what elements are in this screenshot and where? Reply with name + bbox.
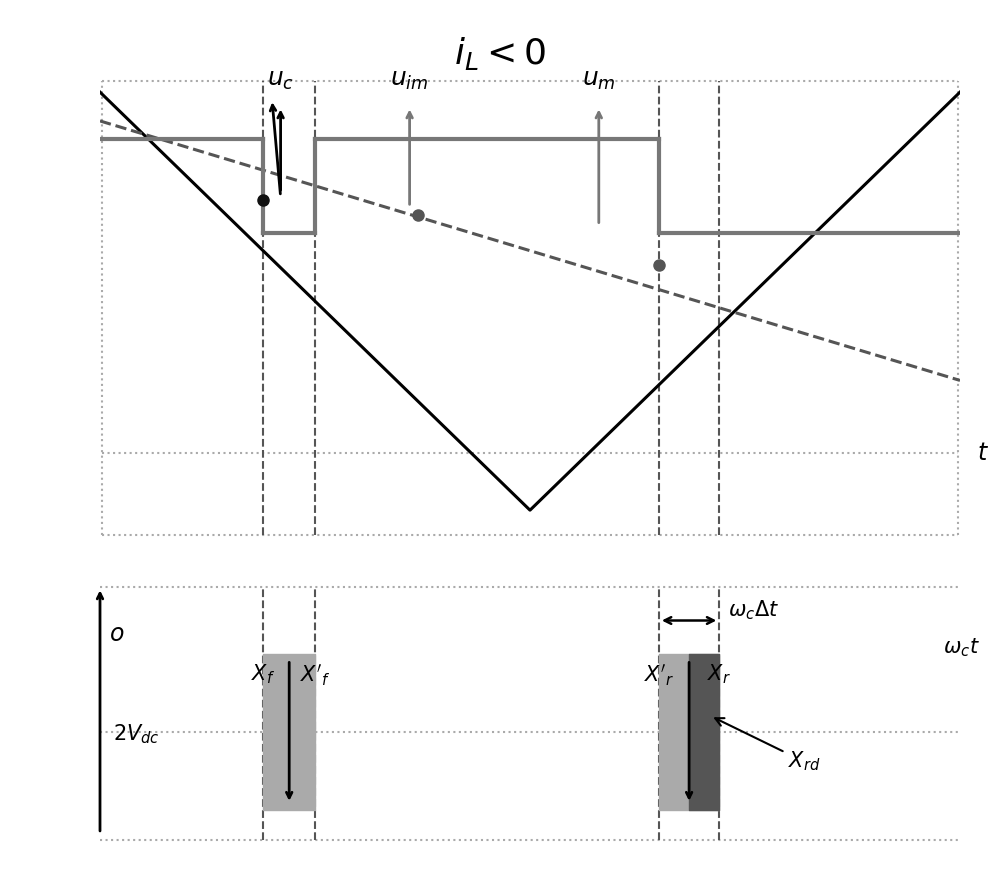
Text: $\omega_c \Delta t$: $\omega_c \Delta t$ (728, 598, 779, 622)
Text: $2V_{dc}$: $2V_{dc}$ (113, 722, 160, 746)
Text: $t$: $t$ (977, 440, 989, 464)
Text: $\boldsymbol{u_c}$: $\boldsymbol{u_c}$ (267, 68, 294, 93)
Text: $X_{rd}$: $X_{rd}$ (715, 718, 821, 774)
Text: $X'_f$: $X'_f$ (300, 663, 330, 688)
Text: $X'_r$: $X'_r$ (644, 663, 674, 688)
Text: $X_r$: $X_r$ (707, 663, 731, 686)
Text: $X_f$: $X_f$ (251, 663, 275, 686)
Text: $\omega_c t$: $\omega_c t$ (943, 636, 980, 659)
Text: $o$: $o$ (109, 622, 124, 647)
Text: $\boldsymbol{u_m}$: $\boldsymbol{u_m}$ (582, 68, 616, 93)
Text: $\boldsymbol{u_{im}}$: $\boldsymbol{u_{im}}$ (390, 68, 429, 93)
Text: $i_L < 0$: $i_L < 0$ (454, 35, 546, 72)
